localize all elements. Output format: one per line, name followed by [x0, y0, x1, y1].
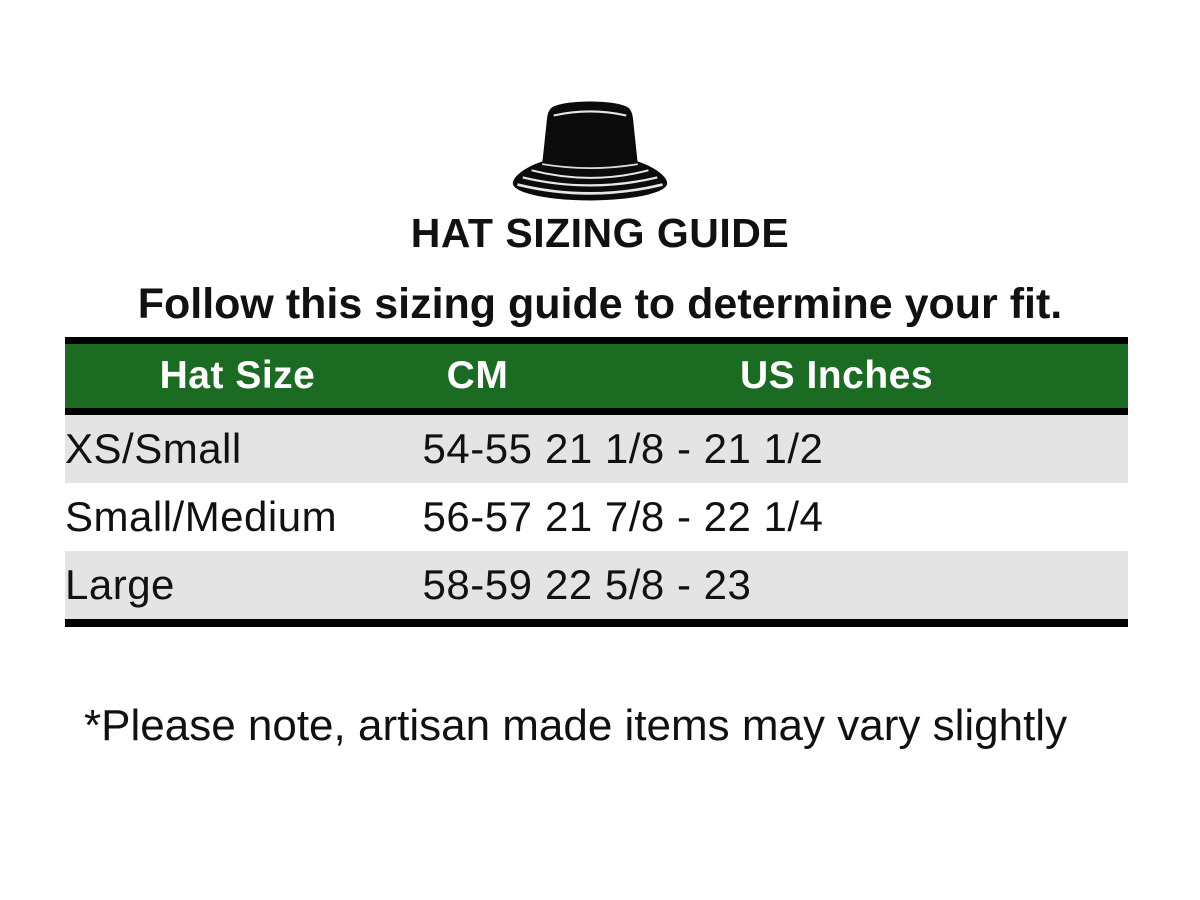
col-header-cm: CM	[446, 354, 509, 397]
cell-us-inches: 22 5/8 - 23	[545, 561, 752, 608]
cell-us-inches: 21 7/8 - 22 1/4	[545, 493, 824, 540]
sizing-table: Hat Size CM US Inches XS/Small 54-55 21 …	[65, 337, 1128, 627]
cell-cm: 54-55	[422, 425, 533, 472]
cell-hat-size: Small/Medium	[65, 493, 338, 540]
table-row: Small/Medium 56-57 21 7/8 - 22 1/4	[65, 483, 1128, 551]
cell-cm: 56-57	[422, 493, 533, 540]
cell-hat-size: Large	[65, 561, 175, 608]
cell-cm: 58-59	[422, 561, 533, 608]
table-header-row: Hat Size CM US Inches	[65, 340, 1128, 412]
page-subtitle: Follow this sizing guide to determine yo…	[137, 280, 1063, 328]
cell-us-inches: 21 1/8 - 21 1/2	[545, 425, 824, 472]
table-row: XS/Small 54-55 21 1/8 - 21 1/2	[65, 411, 1128, 483]
cell-hat-size: XS/Small	[65, 425, 242, 472]
page-title: HAT SIZING GUIDE	[410, 210, 790, 256]
bucket-hat-icon	[512, 101, 668, 201]
footnote: *Please note, artisan made items may var…	[84, 701, 1068, 750]
table-row: Large 58-59 22 5/8 - 23	[65, 551, 1128, 623]
col-header-us-inches: US Inches	[739, 354, 934, 397]
col-header-hat-size: Hat Size	[159, 354, 316, 397]
